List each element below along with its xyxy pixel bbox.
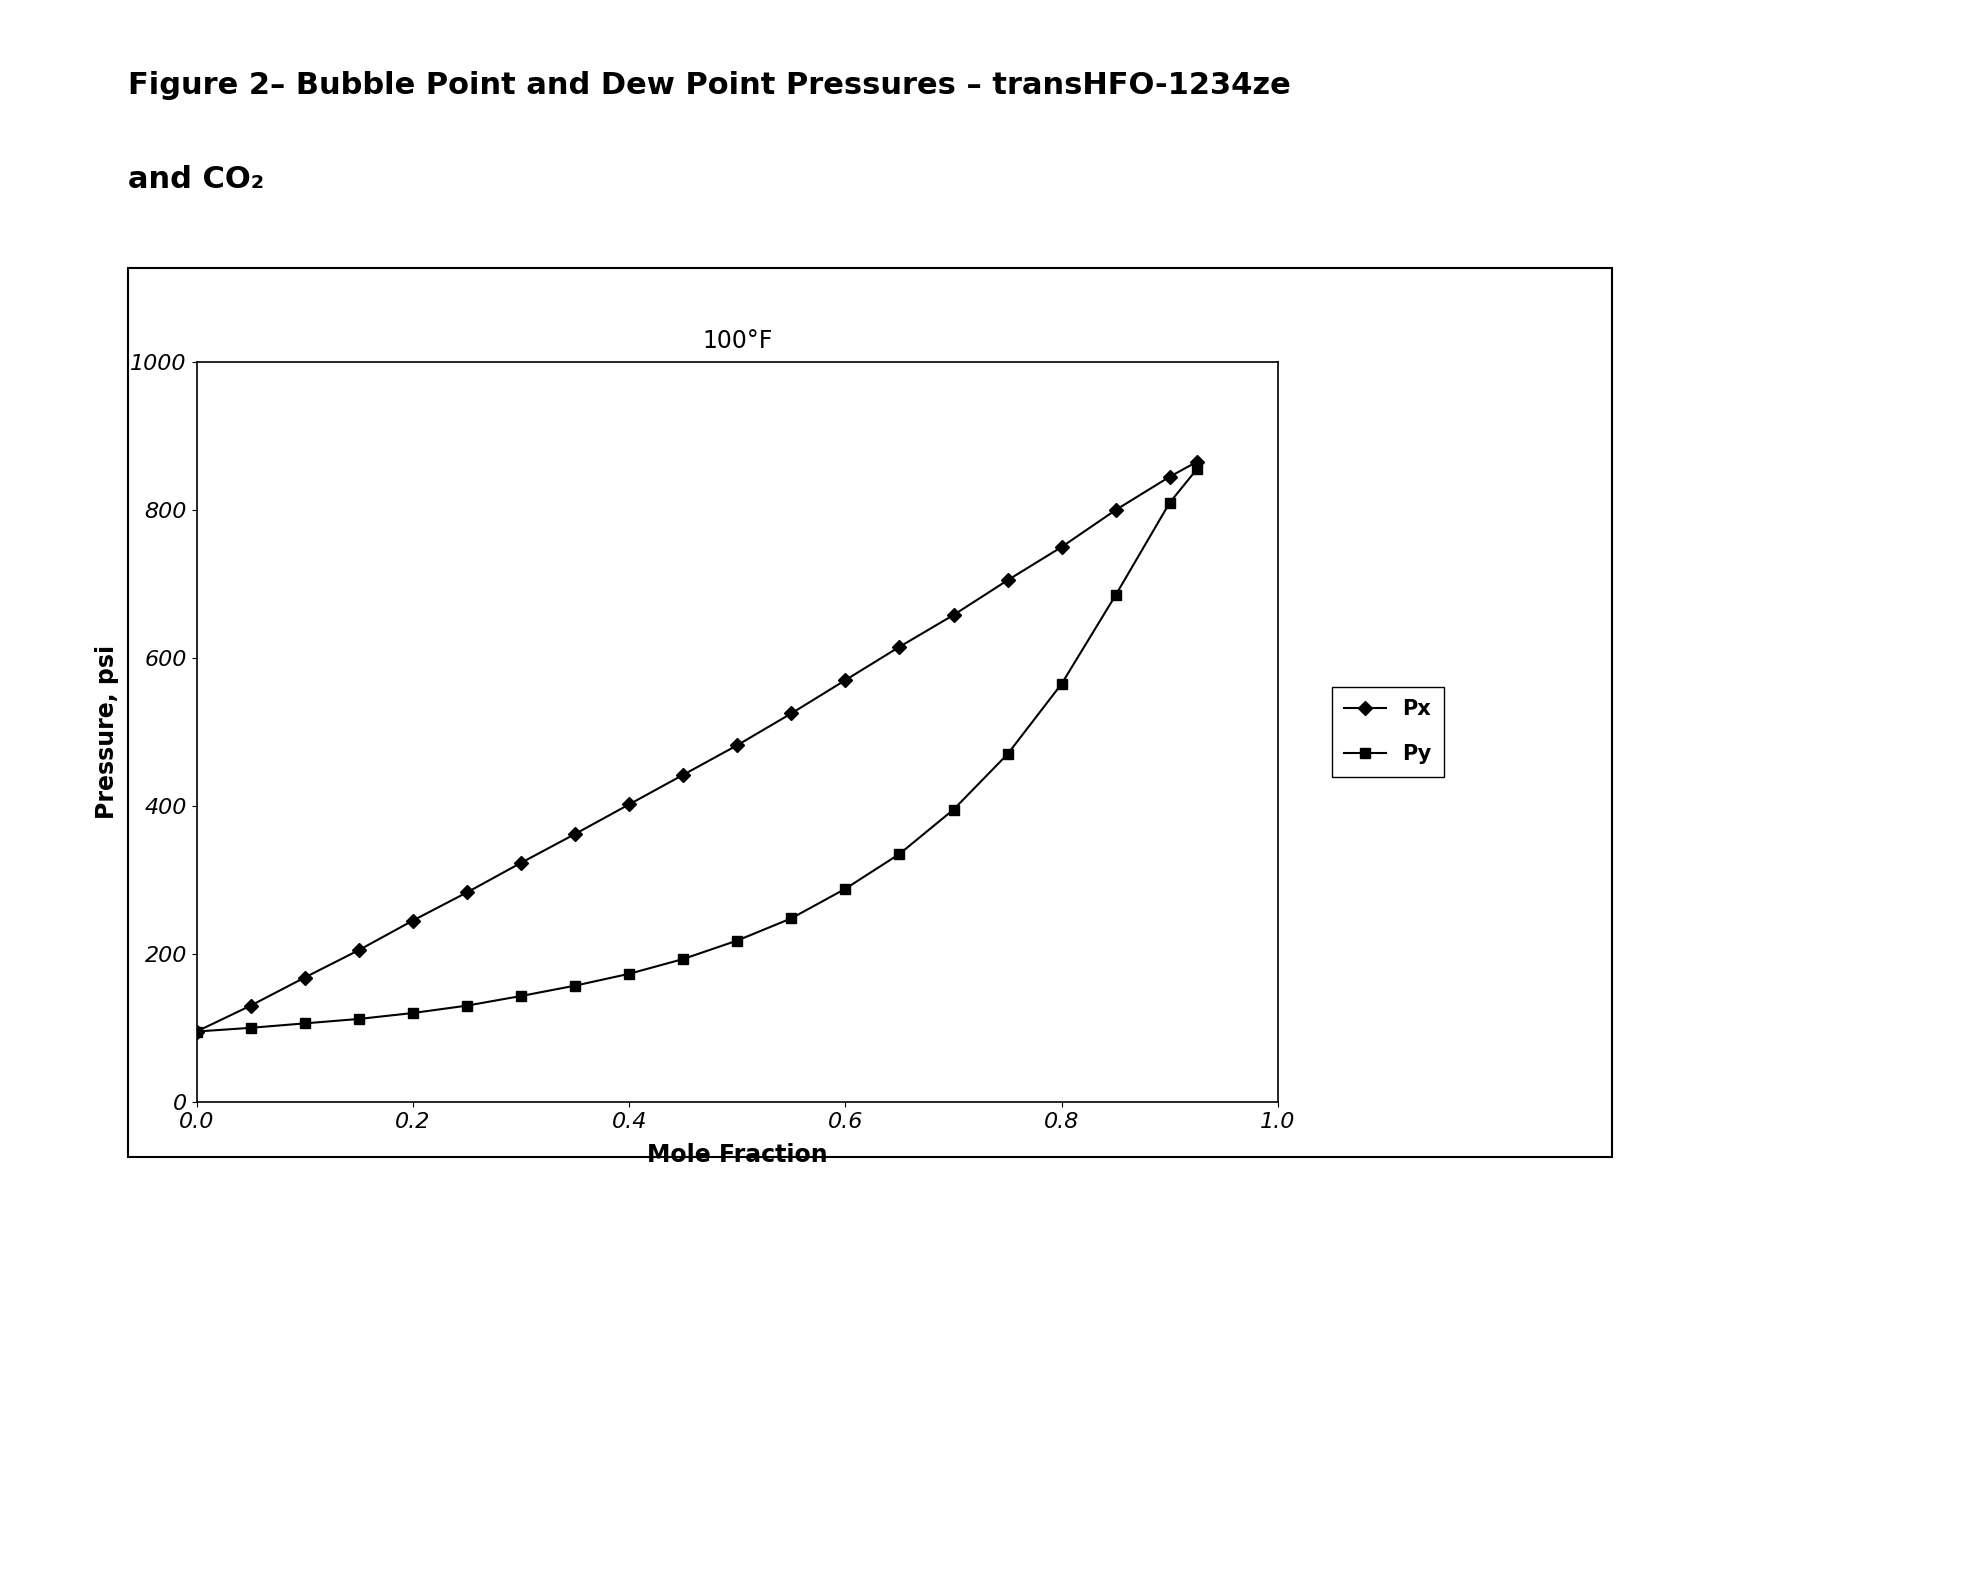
Px bbox=[672, 765, 696, 784]
Px bbox=[889, 637, 912, 656]
Px bbox=[509, 853, 533, 872]
Py bbox=[293, 1014, 317, 1033]
Py bbox=[456, 996, 480, 1015]
Py bbox=[401, 1004, 425, 1023]
Py bbox=[564, 976, 588, 995]
Px bbox=[1158, 467, 1182, 486]
Px bbox=[240, 996, 263, 1015]
Py bbox=[240, 1018, 263, 1037]
Px bbox=[456, 883, 480, 902]
Py bbox=[997, 745, 1020, 763]
Px bbox=[834, 671, 857, 689]
Py bbox=[781, 908, 804, 927]
Px bbox=[401, 911, 425, 930]
Px bbox=[348, 941, 372, 960]
Py bbox=[834, 880, 857, 899]
Py bbox=[185, 1022, 208, 1040]
Py bbox=[348, 1009, 372, 1028]
Py bbox=[942, 800, 965, 818]
Px bbox=[1185, 452, 1209, 471]
Py bbox=[672, 949, 696, 968]
Px bbox=[617, 795, 641, 814]
Py bbox=[1050, 674, 1073, 693]
Py bbox=[1158, 493, 1182, 512]
Py bbox=[1105, 586, 1128, 604]
Py bbox=[509, 987, 533, 1006]
Px bbox=[564, 825, 588, 844]
Px bbox=[185, 1022, 208, 1040]
Px bbox=[781, 704, 804, 722]
Px bbox=[1050, 537, 1073, 556]
Py bbox=[617, 965, 641, 984]
Line: Px: Px bbox=[193, 456, 1201, 1036]
Py bbox=[725, 932, 749, 951]
Px bbox=[942, 606, 965, 625]
Text: Figure 2– Bubble Point and Dew Point Pressures – transHFO-1234ze: Figure 2– Bubble Point and Dew Point Pre… bbox=[128, 71, 1290, 99]
Legend: Px, Py: Px, Py bbox=[1331, 686, 1445, 778]
Py bbox=[1185, 460, 1209, 478]
Title: 100°F: 100°F bbox=[702, 329, 773, 353]
Line: Py: Py bbox=[193, 464, 1201, 1036]
Px bbox=[1105, 501, 1128, 519]
Text: and CO₂: and CO₂ bbox=[128, 165, 263, 194]
Px bbox=[725, 735, 749, 754]
Py bbox=[889, 845, 912, 864]
Y-axis label: Pressure, psi: Pressure, psi bbox=[94, 645, 120, 818]
Px bbox=[997, 571, 1020, 590]
Px bbox=[293, 968, 317, 987]
X-axis label: Mole Fraction: Mole Fraction bbox=[647, 1143, 828, 1166]
